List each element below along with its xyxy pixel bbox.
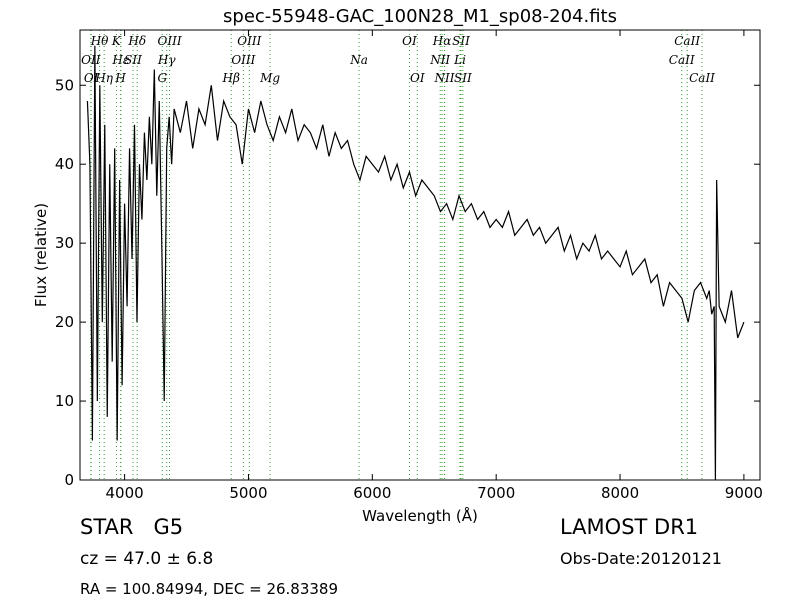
spectral-line-label: Mg (259, 71, 280, 85)
spectral-line-label: NII (434, 71, 455, 85)
spectral-line-label: OIII (158, 34, 182, 48)
spectral-line-label: Hα (432, 34, 452, 48)
x-tick-label: 7000 (477, 484, 515, 502)
spectral-line-label: OIII (237, 34, 261, 48)
spectral-line-label: Li (453, 53, 466, 67)
y-tick-label: 20 (55, 313, 74, 331)
spectral-line-label: CaII (669, 53, 695, 67)
obs-date: Obs-Date:20120121 (560, 549, 722, 568)
spectral-line-label: CaII (674, 34, 700, 48)
chart-title: spec-55948-GAC_100N28_M1_sp08-204.fits (223, 6, 617, 27)
spectral-line-label: Hθ (90, 34, 109, 48)
y-tick-label: 30 (55, 234, 74, 252)
x-tick-label: 5000 (229, 484, 267, 502)
spectral-line-label: G (157, 71, 167, 85)
spectral-line-label: Hη (94, 71, 113, 85)
spectral-line-label: H (114, 71, 126, 85)
plot-frame (79, 29, 761, 481)
y-axis-label: Flux (relative) (32, 203, 50, 307)
spectral-line-label: Hβ (222, 71, 240, 85)
x-tick-label: 6000 (353, 484, 391, 502)
y-tick-label: 10 (55, 392, 74, 410)
survey: LAMOST DR1 (560, 515, 698, 539)
y-tick-label: 40 (55, 155, 74, 173)
spectral-line-label: SII (452, 34, 470, 48)
spectral-line-label: Hε (111, 53, 129, 67)
x-tick-label: 8000 (601, 484, 639, 502)
spectral-line-label: NII (429, 53, 450, 67)
spectral-line-label: OII (81, 53, 101, 67)
x-tick-label: 9000 (725, 484, 763, 502)
spectral-line-label: K (111, 34, 122, 48)
spectral-line-label: CaII (689, 71, 715, 85)
spectral-line-label: OI (402, 34, 417, 48)
spectral-line-label: OIII (231, 53, 255, 67)
redshift: cz = 47.0 ± 6.8 (80, 549, 213, 569)
x-axis-label: Wavelength (Å) (362, 506, 478, 525)
spectral-line-label: Hδ (127, 34, 146, 48)
spectral-line-label: SII (454, 71, 472, 85)
spectrum-line (86, 45, 745, 480)
y-tick-label: 0 (64, 471, 74, 489)
y-tick-label: 50 (55, 76, 74, 94)
x-tick-label: 4000 (105, 484, 143, 502)
coordinates: RA = 100.84994, DEC = 26.83389 (80, 580, 338, 598)
spectral-line-label: SII (124, 53, 142, 67)
spectral-line-label: Hγ (157, 53, 176, 67)
spectral-line-label: OI (410, 71, 425, 85)
spectral-line-label: Na (349, 53, 368, 67)
object-class: STAR G5 (80, 515, 183, 539)
